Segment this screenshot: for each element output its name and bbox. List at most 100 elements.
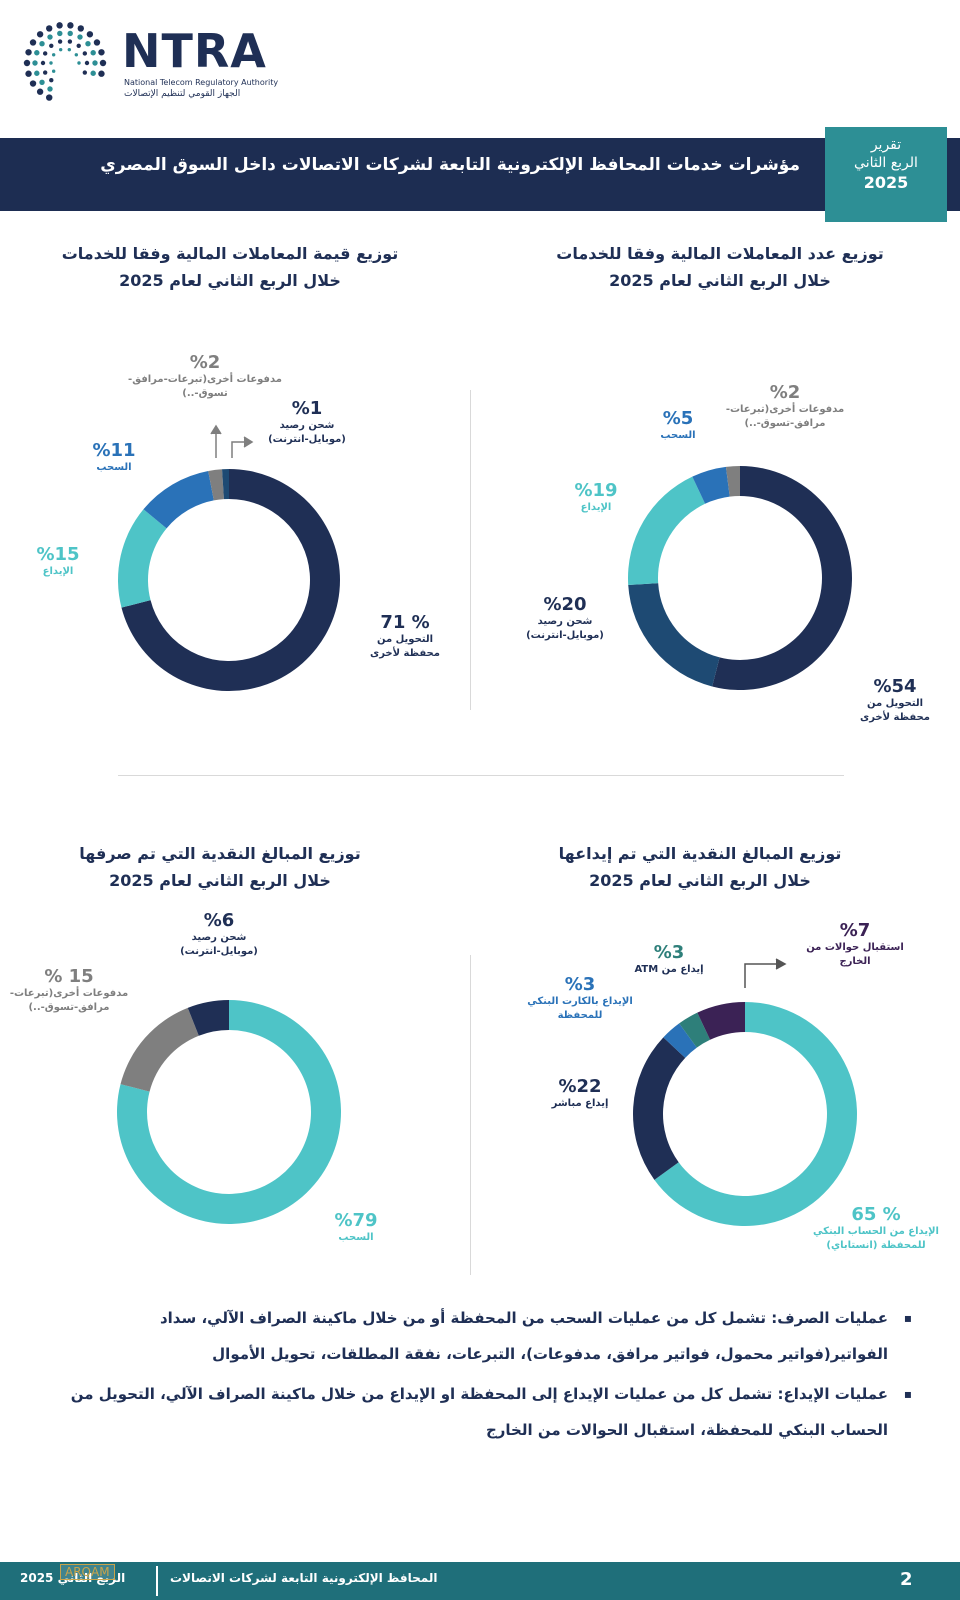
logo-dot <box>77 25 84 32</box>
chart2-pct-topup: %1 <box>291 398 323 419</box>
chart2-text-topup: شحن رصيد (موبايل-انترنت) <box>268 420 346 445</box>
arrowhead-topup <box>243 436 254 448</box>
chart3-label-remittances: %7 استقبال حوالات من الخارج <box>800 920 910 969</box>
chart1-slice-3 <box>692 466 730 504</box>
chart1-label-deposit: %19 الإيداع <box>566 480 626 515</box>
chart2-pct-other: %2 <box>189 352 221 373</box>
chart1-label-transfer: %54 التحويل من محفظة لأخرى <box>860 676 930 725</box>
logo-dot <box>82 51 88 56</box>
chart1-text-topup: شحن رصيد (موبايل-انترنت) <box>526 616 604 641</box>
logo-dots-icon <box>23 22 107 101</box>
logo-dot <box>49 61 53 65</box>
chart2-slice-4 <box>222 469 229 500</box>
logo-dot <box>86 31 94 38</box>
chart1-label-other: %2 مدفوعات أخرى(تبرعات-مرافق-تسوق-..) <box>720 382 850 431</box>
chart4-title: توزيع المبالغ النقدية التي تم صرفها <box>79 844 361 863</box>
chart2-label-other: %2 مدفوعات أخرى(تبرعات-مرافق-تسوق-..) <box>120 352 290 401</box>
chart3-donut <box>633 1002 858 1227</box>
chart1-pct-topup: %20 <box>543 594 587 615</box>
chart1-text-transfer: التحويل من محفظة لأخرى <box>860 698 930 723</box>
arrow-right-remittances <box>744 963 782 988</box>
chart3-slice-4 <box>697 1002 745 1040</box>
chart1-title: توزيع عدد المعاملات المالية وفقا للخدمات <box>556 244 884 263</box>
divider-vertical-bottom <box>470 955 471 1275</box>
chart3-text-instapay: الإيداع من الحساب البنكي للمحفظة (انستاب… <box>813 1226 939 1251</box>
chart3-slice-2 <box>663 1023 697 1058</box>
chart1-label-topup: %20 شحن رصيد (موبايل-انترنت) <box>520 594 610 643</box>
chart2-pct-deposit: %15 <box>36 544 80 565</box>
chart1-slice-4 <box>725 466 740 497</box>
logo-dot <box>23 59 31 67</box>
chart2-donut <box>117 469 340 692</box>
logo-dot <box>74 53 79 57</box>
badge-label: تقرير <box>870 137 902 153</box>
badge-year: 2025 <box>863 173 909 192</box>
chart4-text-withdraw: السحب <box>338 1232 374 1243</box>
chart3-label-direct: %22 إيداع مباشر <box>540 1076 620 1111</box>
footer-quarter: الربع الثاني 2025 <box>20 1571 126 1585</box>
logo-dot <box>46 94 53 101</box>
chart1-text-other: مدفوعات أخرى(تبرعات-مرافق-تسوق-..) <box>725 404 845 429</box>
logo-dot <box>98 70 105 77</box>
logo-dot <box>49 78 54 83</box>
chart1-text-withdraw: السحب <box>660 430 696 441</box>
logo-dot <box>67 22 74 29</box>
chart4-text-topup: شحن رصيد (موبايل-انترنت) <box>180 932 258 957</box>
bullet-icon: ▪ <box>903 1311 912 1325</box>
chart3-pct-card: %3 <box>564 974 596 995</box>
logo-dot <box>99 59 107 67</box>
logo-dot <box>57 39 63 44</box>
chart2-label-withdraw: %11 السحب <box>84 440 144 475</box>
chart3-text-direct: إيداع مباشر <box>551 1098 609 1109</box>
logo-dot <box>42 70 48 75</box>
logo-dot <box>56 22 63 29</box>
note-deposit: ▪ عمليات الإيداع: تشمل كل من عمليات الإي… <box>48 1376 912 1448</box>
logo-word: NTRA <box>122 24 267 78</box>
logo-dot <box>36 88 44 95</box>
logo-dot <box>39 79 45 85</box>
chart1-slice-2 <box>628 476 706 586</box>
chart3-title-block: توزيع المبالغ النقدية التي تم إيداعها خل… <box>500 840 900 894</box>
logo-dot <box>90 50 96 56</box>
logo-dot <box>51 69 56 73</box>
chart1-slice-1 <box>628 583 720 687</box>
chart2-pct-transfer: % 71 <box>380 612 430 633</box>
logo-dot <box>47 34 53 40</box>
page-number: 2 <box>900 1569 913 1590</box>
logo-dot <box>76 43 81 48</box>
chart4-pct-topup: %6 <box>203 910 235 931</box>
chart3-text-remittances: استقبال حوالات من الخارج <box>806 942 904 967</box>
chart4-label-topup: %6 شحن رصيد (موبايل-انترنت) <box>174 910 264 959</box>
chart3-slice-3 <box>679 1012 711 1048</box>
note-deposit-text: عمليات الإيداع: تشمل كل من عمليات الإيدا… <box>70 1385 888 1439</box>
logo-dot <box>39 41 45 47</box>
footer-bar <box>0 1562 960 1600</box>
logo-dot <box>67 39 73 44</box>
logo-dot <box>77 34 83 40</box>
page-title: مؤشرات خدمات المحافظ الإلكترونية التابعة… <box>100 155 800 175</box>
chart4-subtitle: خلال الربع الثاني لعام 2025 <box>109 871 331 890</box>
logo-dot <box>92 60 98 66</box>
chart3-pct-instapay: % 65 <box>851 1204 901 1225</box>
divider-horizontal <box>118 775 844 776</box>
chart4-pct-other: 15 % <box>44 966 94 987</box>
chart2-label-transfer: % 71 التحويل من محفظة لأخرى <box>360 612 450 661</box>
chart3-label-card: %3 الإيداع بالكارت البنكي للمحفظة <box>525 974 635 1023</box>
chart1-title-block: توزيع عدد المعاملات المالية وفقا للخدمات… <box>520 240 920 294</box>
logo-dot <box>25 70 32 77</box>
arrowhead-remittances <box>775 958 787 970</box>
report-badge <box>825 127 947 222</box>
logo-dot <box>49 43 54 48</box>
logo-dot <box>82 70 88 75</box>
chart3-text-atm: إيداع من ATM <box>634 964 704 975</box>
footer-title: المحافظ الإلكترونية التابعة لشركات الاتص… <box>170 1571 438 1585</box>
chart1-pct-deposit: %19 <box>574 480 618 501</box>
logo-dot <box>32 60 38 66</box>
chart4-label-withdraw: %79 السحب <box>326 1210 386 1245</box>
chart2-slice-1 <box>117 509 167 608</box>
badge-quarter: الربع الثاني <box>854 155 918 171</box>
callout-arrows <box>210 424 787 988</box>
chart2-slice-2 <box>143 470 214 529</box>
chart2-text-withdraw: السحب <box>96 462 132 473</box>
